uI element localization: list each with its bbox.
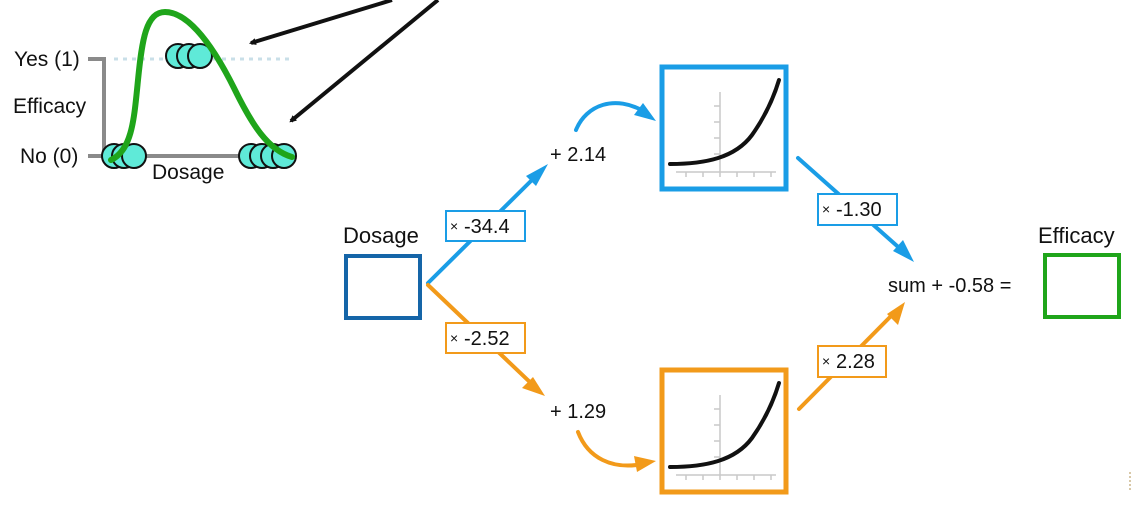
input-node-dosage	[344, 254, 422, 320]
data-point	[187, 43, 213, 69]
top-weight-in-box	[445, 210, 526, 242]
pointer-arrow-to-tail	[289, 0, 440, 123]
top-weight-in-value: -34.4	[464, 216, 510, 238]
bottom-weight-in-value: -2.52	[464, 328, 510, 350]
bottom-bias-value: + 1.29	[550, 401, 606, 423]
bottom-weight-in-box	[445, 322, 526, 354]
graph-y-axis	[88, 57, 106, 158]
output-node-label: Efficacy	[1038, 223, 1115, 248]
bottom-weight-out-value: 2.28	[836, 351, 875, 373]
bottom-connection-in-arrowhead	[522, 377, 545, 396]
output-node-efficacy	[1043, 253, 1121, 319]
bottom-activation-box	[659, 367, 789, 495]
bottom-weight-out-box	[817, 345, 887, 378]
top-bias-to-activation-arrowhead	[634, 103, 656, 121]
top-weight-in-multiply: ×	[450, 218, 458, 234]
graph-y-bottom-label: No (0)	[20, 145, 78, 168]
top-activation-softplus-curve-icon	[668, 78, 781, 177]
data-point	[121, 143, 147, 169]
bottom-hidden-path: × -2.52 + 1.29 × 2.28	[426, 283, 905, 495]
top-connection-in-arrowhead	[526, 164, 548, 186]
bottom-bias-to-activation-arrowhead	[634, 456, 656, 472]
top-bias-to-activation-arrow	[574, 101, 647, 132]
top-weight-out-value: -1.30	[836, 199, 882, 221]
bottom-activation-softplus-curve-icon	[668, 381, 781, 480]
graph-fitted-curve	[108, 8, 295, 163]
graph-data-points-mid-dose	[165, 43, 213, 69]
sum-expression: sum + -0.58 =	[888, 275, 1011, 297]
bottom-weight-out-multiply: ×	[822, 353, 830, 369]
bottom-connection-out-arrowhead	[887, 302, 905, 325]
graph-y-top-label: Yes (1)	[14, 48, 80, 71]
pointer-arrow-to-peak	[248, 0, 393, 45]
graph-x-title: Dosage	[152, 161, 224, 184]
top-weight-out-multiply: ×	[822, 201, 830, 217]
top-activation-box	[659, 64, 789, 192]
top-hidden-path: × -34.4 + 2.14 × -1.30	[426, 64, 914, 285]
input-node-label: Dosage	[343, 223, 419, 248]
bottom-bias-to-activation-arrow	[576, 430, 645, 468]
top-bias-value: + 2.14	[550, 144, 606, 166]
top-connection-out-arrowhead	[893, 240, 914, 262]
efficacy-dosage-graph: Yes (1) Efficacy No (0) Dosage	[13, 8, 297, 184]
graph-y-title: Efficacy	[13, 95, 87, 118]
top-weight-out-box	[817, 193, 898, 226]
bottom-weight-in-multiply: ×	[450, 330, 458, 346]
